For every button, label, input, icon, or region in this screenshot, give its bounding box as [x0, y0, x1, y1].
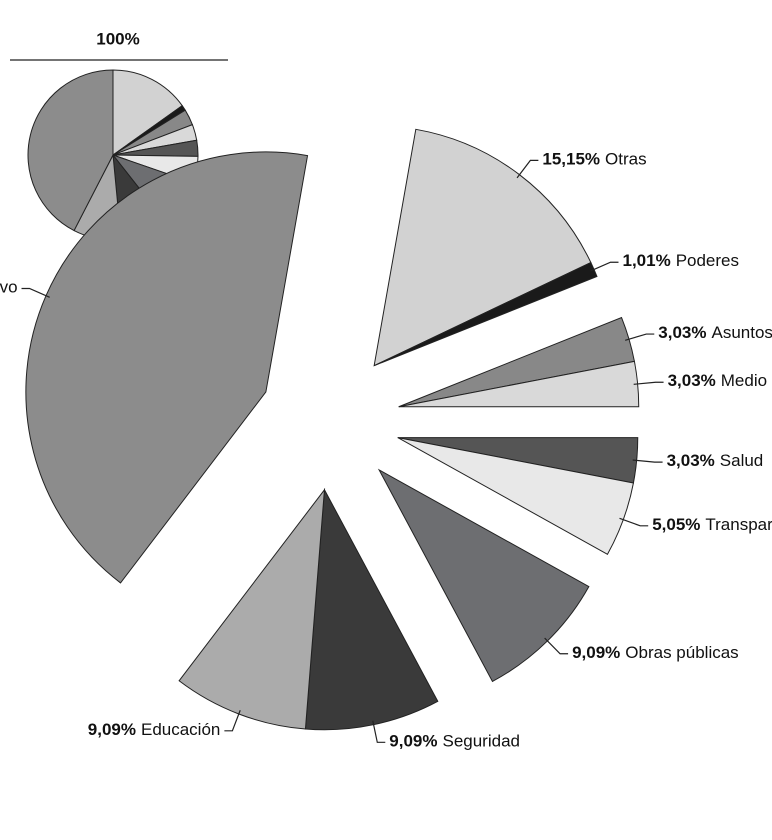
leader-line [516, 159, 539, 179]
slice-name: Salud [720, 452, 763, 471]
slice-percent: 5,05% [652, 515, 700, 534]
slice-label: 5,05% Transparencia [652, 515, 772, 534]
inset-title: 100% [96, 29, 139, 48]
leader-line [224, 710, 241, 732]
leader-line [632, 459, 663, 463]
slice-label: 1,01% Poderes [622, 252, 739, 271]
slice-name: Poderes [676, 252, 739, 271]
slice-percent: 3,03% [658, 324, 706, 343]
slice-name: Seguridad [442, 732, 520, 751]
leader-line [544, 637, 569, 655]
leader-line [372, 720, 386, 743]
slice-label: 9,09% Obras públicas [572, 643, 739, 662]
slice-percent: 9,09% [389, 732, 437, 751]
inset-slice [27, 69, 114, 232]
slice-name: Sector productivo [0, 278, 18, 297]
slice [178, 488, 326, 730]
leader-line [619, 517, 649, 527]
slice-percent: 3,03% [667, 452, 715, 471]
slice-name: Obras públicas [625, 643, 738, 662]
slice-name: Asuntos políticos [711, 324, 772, 343]
slice-percent: 1,01% [622, 252, 670, 271]
slice-label: 9,09% Seguridad [389, 732, 520, 751]
slice-percent: 9,09% [572, 643, 620, 662]
slice-label: 42,42%Sector productivo [0, 278, 18, 297]
slice-label: 9,09% Educación [88, 720, 221, 739]
slice-name: Transparencia [705, 515, 772, 534]
leader-line [21, 287, 50, 298]
inset-slice [112, 69, 183, 156]
slice-percent: 9,09% [88, 720, 136, 739]
slice-label: 15,15% Otras [542, 150, 646, 169]
leader-line [633, 381, 664, 385]
slice-label: 3,03% Salud [667, 452, 764, 471]
slice-percent: 15,15% [542, 150, 600, 169]
slice-name: Educación [141, 720, 220, 739]
slice-name: Medio ambiente [721, 372, 772, 391]
slice-percent: 3,03% [668, 372, 716, 391]
slice-label: 3,03% Medio ambiente [668, 372, 772, 391]
leader-line [590, 261, 619, 272]
leader-line [625, 333, 655, 341]
slice-name: Otras [605, 150, 647, 169]
slice-label: 3,03% Asuntos políticos [658, 324, 772, 343]
